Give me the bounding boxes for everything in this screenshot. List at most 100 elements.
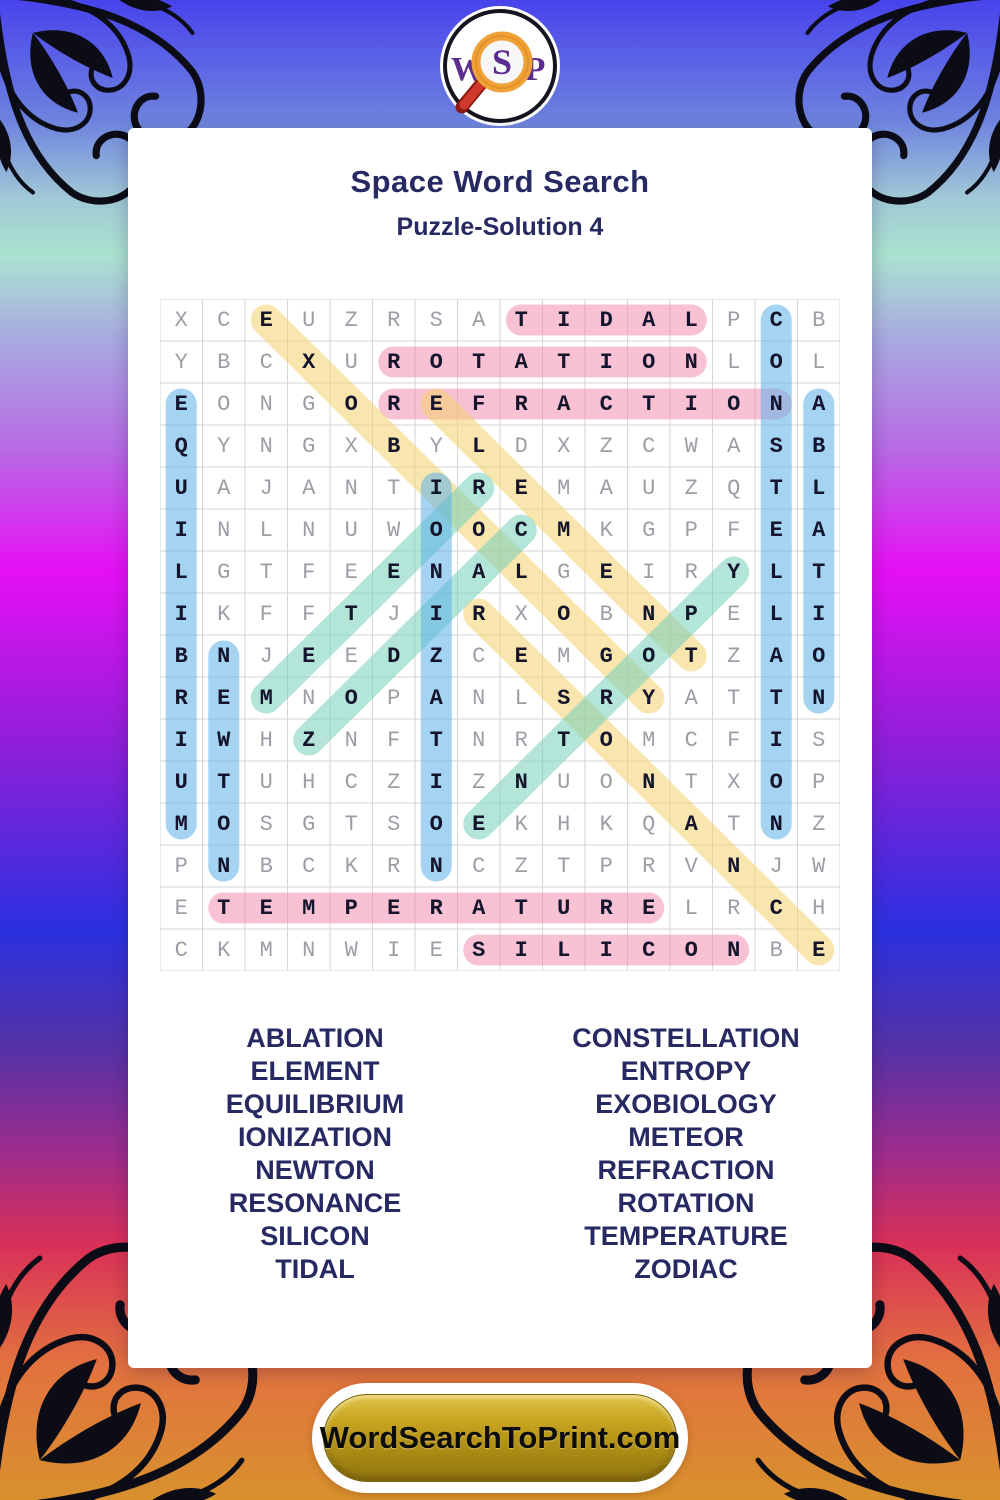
grid-cell: G [599, 643, 613, 669]
grid-cell: E [429, 391, 443, 417]
word-list-item: ENTROPY [620, 1056, 752, 1086]
grid-cell: X [302, 349, 316, 375]
grid-cell: M [302, 895, 316, 921]
grid-cell: N [514, 769, 528, 795]
grid-cell: R [472, 601, 486, 627]
grid-cell: I [174, 727, 188, 753]
grid-cell: A [302, 475, 316, 501]
grid-cell: X [727, 769, 741, 795]
grid-cell: E [429, 937, 443, 963]
grid-cell: M [174, 811, 188, 837]
grid-cell: R [684, 559, 698, 585]
grid-cell: N [472, 685, 486, 711]
grid-cell: N [429, 853, 443, 879]
grid-cell: W [217, 727, 231, 753]
grid-cell: M [557, 475, 571, 501]
grid-cell: U [557, 895, 571, 921]
grid-cell: E [812, 937, 826, 963]
grid-cell: R [514, 391, 528, 417]
grid-cell: C [514, 517, 528, 543]
grid-cell: B [769, 937, 783, 963]
grid-cell: O [344, 391, 358, 417]
grid-cell: V [684, 853, 698, 879]
grid-cell: C [174, 937, 188, 963]
grid-cell: T [557, 727, 571, 753]
grid-cell: T [557, 853, 571, 879]
grid-cell: D [599, 307, 613, 333]
grid-cell: O [684, 937, 698, 963]
grid-cell: I [174, 601, 188, 627]
grid-cell: M [259, 937, 273, 963]
grid-cell: L [769, 601, 783, 627]
grid-cell: R [174, 685, 188, 711]
grid-cell: T [344, 601, 358, 627]
grid-cell: Z [812, 811, 826, 837]
grid-cell: O [429, 811, 443, 837]
grid-cell: S [472, 937, 486, 963]
grid-cell: O [599, 727, 613, 753]
grid-cell: T [769, 475, 783, 501]
grid-cell: E [727, 601, 741, 627]
grid-cell: R [387, 391, 401, 417]
grid-cell: L [684, 307, 698, 333]
grid-cell: E [642, 895, 656, 921]
grid-cell: T [557, 349, 571, 375]
grid-cell: P [684, 601, 698, 627]
grid-cell: O [429, 349, 443, 375]
word-list-item: EXOBIOLOGY [595, 1089, 777, 1119]
grid-cell: N [684, 349, 698, 375]
highlight-layer [160, 299, 840, 971]
grid-cell: X [514, 601, 528, 627]
website-link-button[interactable]: WordSearchToPrint.com [320, 1394, 680, 1482]
grid-cell: A [514, 349, 528, 375]
grid-cell: O [557, 601, 571, 627]
grid-cell: J [769, 853, 783, 879]
grid-cell: W [344, 937, 358, 963]
grid-cell: T [217, 769, 231, 795]
grid-cell: P [727, 307, 741, 333]
grid-cell: I [599, 937, 613, 963]
grid-cell: O [642, 349, 656, 375]
grid-cell: H [557, 811, 571, 837]
grid-cell: S [769, 433, 783, 459]
grid-cell: N [769, 811, 783, 837]
grid-cell: N [217, 517, 231, 543]
grid-cell: P [174, 853, 188, 879]
grid-cell: C [642, 937, 656, 963]
word-list-item: REFRACTION [597, 1155, 775, 1185]
word-list-item: NEWTON [255, 1155, 375, 1185]
grid-cell: Z [684, 475, 698, 501]
grid-cell: U [557, 769, 571, 795]
grid-cell: D [387, 643, 401, 669]
grid-cell: L [769, 559, 783, 585]
page-subtitle: Puzzle-Solution 4 [396, 213, 604, 241]
grid-cell: Z [514, 853, 528, 879]
grid-cell: S [429, 307, 443, 333]
grid-cell: S [557, 685, 571, 711]
grid-cell: Y [217, 433, 231, 459]
grid-cell: R [514, 727, 528, 753]
grid-cell: O [472, 517, 486, 543]
grid-cell: E [387, 895, 401, 921]
grid-cell: T [259, 559, 273, 585]
grid-cell: B [387, 433, 401, 459]
grid-cell: F [302, 559, 316, 585]
grid-cell: R [642, 853, 656, 879]
grid-cell: C [344, 769, 358, 795]
word-list-right: CONSTELLATION ENTROPY EXOBIOLOGY METEOR REFR… [500, 1022, 872, 1286]
grid-cell: A [599, 475, 613, 501]
grid-cell: S [812, 727, 826, 753]
grid-cell: N [812, 685, 826, 711]
grid-cell: F [472, 391, 486, 417]
grid-cell: E [174, 895, 188, 921]
solution-highlight-zodiac [293, 514, 537, 756]
grid-cell: A [217, 475, 231, 501]
grid-cell: C [217, 307, 231, 333]
word-list-item: ABLATION [246, 1023, 384, 1053]
grid-cell: X [174, 307, 188, 333]
grid-cell: A [727, 433, 741, 459]
grid-cell: F [387, 727, 401, 753]
solution-highlight-entropy [463, 556, 750, 840]
